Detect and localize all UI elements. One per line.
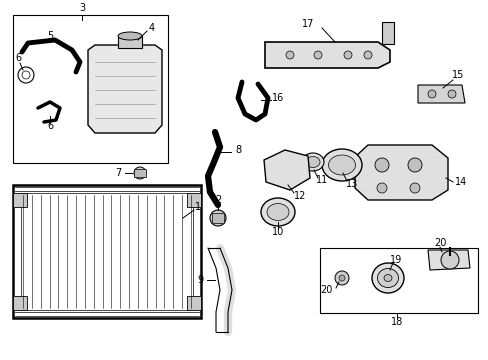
Text: 7: 7 bbox=[115, 168, 121, 178]
Polygon shape bbox=[354, 145, 447, 200]
Polygon shape bbox=[186, 193, 201, 207]
Ellipse shape bbox=[328, 155, 355, 175]
Ellipse shape bbox=[302, 153, 324, 171]
Text: 6: 6 bbox=[47, 121, 53, 131]
Polygon shape bbox=[13, 296, 27, 310]
Circle shape bbox=[409, 183, 419, 193]
Polygon shape bbox=[264, 42, 389, 68]
Ellipse shape bbox=[383, 275, 391, 282]
Polygon shape bbox=[417, 85, 464, 103]
Circle shape bbox=[285, 51, 293, 59]
Ellipse shape bbox=[321, 149, 361, 181]
Circle shape bbox=[407, 158, 421, 172]
Circle shape bbox=[427, 90, 435, 98]
Bar bbox=[21, 193, 193, 310]
Circle shape bbox=[209, 210, 225, 226]
Text: 18: 18 bbox=[390, 317, 402, 327]
Text: 12: 12 bbox=[293, 191, 305, 201]
Circle shape bbox=[440, 251, 458, 269]
Text: 6: 6 bbox=[15, 53, 21, 63]
Bar bbox=[319, 248, 477, 313]
Circle shape bbox=[334, 271, 348, 285]
Text: 3: 3 bbox=[79, 3, 85, 13]
Ellipse shape bbox=[377, 269, 398, 288]
Polygon shape bbox=[212, 213, 224, 223]
Ellipse shape bbox=[266, 203, 288, 220]
Polygon shape bbox=[427, 250, 469, 270]
Text: 15: 15 bbox=[451, 70, 463, 80]
Text: 10: 10 bbox=[271, 227, 284, 237]
Circle shape bbox=[374, 158, 388, 172]
Polygon shape bbox=[134, 169, 146, 177]
Text: 20: 20 bbox=[320, 285, 332, 295]
Text: 16: 16 bbox=[271, 93, 284, 103]
Ellipse shape bbox=[261, 198, 294, 226]
Text: 4: 4 bbox=[149, 23, 155, 33]
Ellipse shape bbox=[118, 32, 142, 40]
Circle shape bbox=[134, 167, 146, 179]
Circle shape bbox=[363, 51, 371, 59]
Text: 14: 14 bbox=[454, 177, 467, 187]
Bar bbox=[13, 185, 201, 318]
Text: 5: 5 bbox=[47, 31, 53, 41]
Polygon shape bbox=[381, 22, 393, 44]
Text: 8: 8 bbox=[234, 145, 241, 155]
Circle shape bbox=[313, 51, 321, 59]
Text: 9: 9 bbox=[197, 275, 203, 285]
Circle shape bbox=[338, 275, 345, 281]
Text: 19: 19 bbox=[389, 255, 401, 265]
Circle shape bbox=[343, 51, 351, 59]
Text: 17: 17 bbox=[301, 19, 314, 29]
Text: 11: 11 bbox=[315, 175, 327, 185]
Circle shape bbox=[376, 183, 386, 193]
Text: 1: 1 bbox=[195, 202, 201, 212]
Text: 20: 20 bbox=[433, 238, 445, 248]
Polygon shape bbox=[88, 45, 162, 133]
Polygon shape bbox=[13, 193, 27, 207]
Circle shape bbox=[447, 90, 455, 98]
Polygon shape bbox=[186, 296, 201, 310]
Polygon shape bbox=[118, 36, 142, 48]
Text: 2: 2 bbox=[214, 195, 221, 205]
Polygon shape bbox=[264, 150, 309, 190]
Bar bbox=[13, 15, 168, 163]
Ellipse shape bbox=[305, 157, 319, 167]
Text: 13: 13 bbox=[345, 179, 357, 189]
Ellipse shape bbox=[371, 263, 403, 293]
